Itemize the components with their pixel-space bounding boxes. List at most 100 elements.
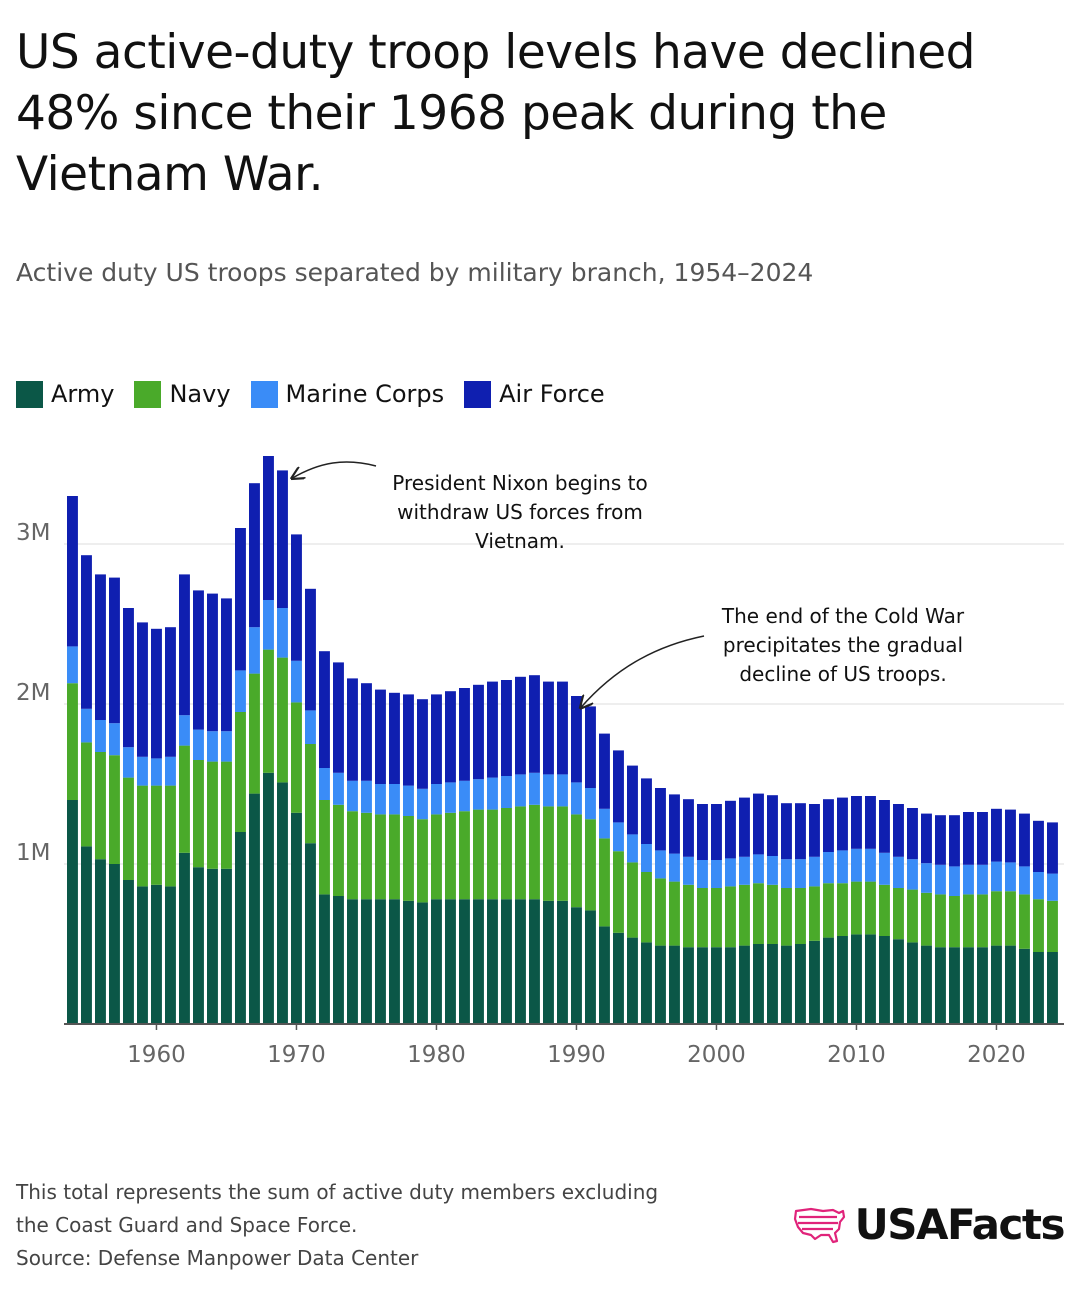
bar-segment-navy	[767, 884, 778, 944]
bar-segment-army	[487, 899, 498, 1024]
bar-segment-navy	[865, 881, 876, 935]
footnote: This total represents the sum of active …	[16, 1176, 658, 1275]
bar-segment-air-force	[613, 750, 624, 823]
bar-segment-army	[543, 900, 554, 1024]
bar-segment-marine-corps	[333, 772, 344, 805]
legend-item-army: Army	[16, 380, 114, 408]
bar-segment-army	[473, 899, 484, 1024]
bar-segment-air-force	[963, 812, 974, 865]
bar-segment-navy	[585, 819, 596, 911]
bar-segment-air-force	[557, 681, 568, 775]
bar-segment-air-force	[795, 803, 806, 860]
bar-segment-navy	[851, 881, 862, 935]
bar-segment-marine-corps	[151, 758, 162, 786]
bar-segment-air-force	[389, 692, 400, 784]
bar-segment-marine-corps	[1019, 866, 1030, 895]
bar-segment-navy	[977, 894, 988, 948]
x-tick-label: 1980	[407, 1042, 466, 1068]
bar-segment-navy	[207, 761, 218, 869]
bar-segment-air-force	[235, 528, 246, 671]
bar-segment-air-force	[487, 681, 498, 778]
bar-segment-navy	[893, 888, 904, 940]
bar-segment-navy	[921, 892, 932, 946]
bar-segment-marine-corps	[459, 780, 470, 812]
bar-segment-navy	[935, 894, 946, 948]
bar-segment-air-force	[977, 812, 988, 865]
bar-segment-navy	[1033, 899, 1044, 952]
legend-label-army: Army	[51, 380, 115, 408]
bar-segment-marine-corps	[193, 729, 204, 760]
bar-segment-navy	[711, 888, 722, 948]
bar-segment-navy	[529, 804, 540, 900]
bar-segment-marine-corps	[529, 772, 540, 805]
bar-segment-army	[655, 945, 666, 1024]
x-tick-label: 2000	[687, 1042, 746, 1068]
bar-segment-army	[683, 947, 694, 1024]
bar-segment-navy	[305, 744, 316, 844]
bar-segment-navy	[543, 806, 554, 901]
bar-segment-air-force	[1005, 809, 1016, 863]
bar-segment-army	[823, 937, 834, 1024]
bar-segment-navy	[949, 896, 960, 948]
bar-segment-marine-corps	[207, 731, 218, 762]
bar-segment-army	[851, 934, 862, 1024]
bar-segment-air-force	[123, 608, 134, 748]
bar-segment-marine-corps	[655, 850, 666, 879]
bar-segment-navy	[879, 884, 890, 936]
bar-segment-air-force	[263, 456, 274, 600]
bar-segment-air-force	[599, 733, 610, 809]
legend-item-navy: Navy	[134, 380, 231, 408]
bar-segment-air-force	[515, 676, 526, 775]
bar-segment-army	[319, 894, 330, 1024]
bar-segment-marine-corps	[921, 863, 932, 893]
bar-segment-army	[599, 926, 610, 1024]
bar-segment-navy	[235, 712, 246, 832]
bar-segment-navy	[641, 872, 652, 943]
legend-swatch-navy	[134, 380, 162, 408]
bar-segment-navy	[515, 806, 526, 900]
bar-segment-marine-corps	[725, 858, 736, 887]
bar-segment-navy	[291, 702, 302, 813]
bar-segment-navy	[753, 883, 764, 944]
bar-segment-marine-corps	[669, 853, 680, 882]
bar-segment-air-force	[781, 803, 792, 860]
bar-segment-marine-corps	[613, 822, 624, 852]
bar-segment-marine-corps	[991, 861, 1002, 892]
bar-segment-navy	[263, 649, 274, 773]
bar-segment-navy	[739, 884, 750, 946]
bar-segment-marine-corps	[851, 848, 862, 882]
footnote-line-2: the Coast Guard and Space Force.	[16, 1213, 358, 1237]
bar-segment-army	[879, 936, 890, 1024]
bar-segment-air-force	[473, 684, 484, 780]
bar-segment-air-force	[753, 793, 764, 855]
bar-segment-navy	[67, 683, 78, 800]
legend-swatch-army	[16, 380, 43, 408]
bar-segment-army	[137, 886, 148, 1024]
bar-segment-marine-corps	[137, 756, 148, 786]
bar-segment-marine-corps	[781, 859, 792, 888]
annotation-arrow-nixon	[292, 461, 377, 478]
bar-segment-army	[417, 902, 428, 1024]
bar-segment-air-force	[403, 694, 414, 786]
bar-segment-navy	[697, 888, 708, 948]
bar-segment-air-force	[907, 808, 918, 860]
bar-segment-army	[165, 886, 176, 1024]
bar-segment-army	[977, 947, 988, 1024]
bar-segment-air-force	[669, 794, 680, 854]
bar-segment-navy	[179, 745, 190, 853]
bar-segment-air-force	[935, 815, 946, 865]
bar-segment-marine-corps	[795, 859, 806, 888]
bar-segment-air-force	[1019, 813, 1030, 867]
bar-segment-air-force	[949, 815, 960, 867]
bar-segment-navy	[557, 806, 568, 901]
bar-segment-marine-corps	[361, 780, 372, 813]
bar-segment-army	[235, 832, 246, 1024]
bar-segment-marine-corps	[543, 774, 554, 807]
bar-segment-air-force	[851, 796, 862, 849]
bar-segment-army	[109, 864, 120, 1024]
bar-segment-air-force	[81, 555, 92, 709]
bar-segment-navy	[459, 811, 470, 900]
x-tick-label: 2020	[967, 1042, 1026, 1068]
bar-segment-air-force	[501, 680, 512, 776]
bar-segment-air-force	[221, 598, 232, 732]
